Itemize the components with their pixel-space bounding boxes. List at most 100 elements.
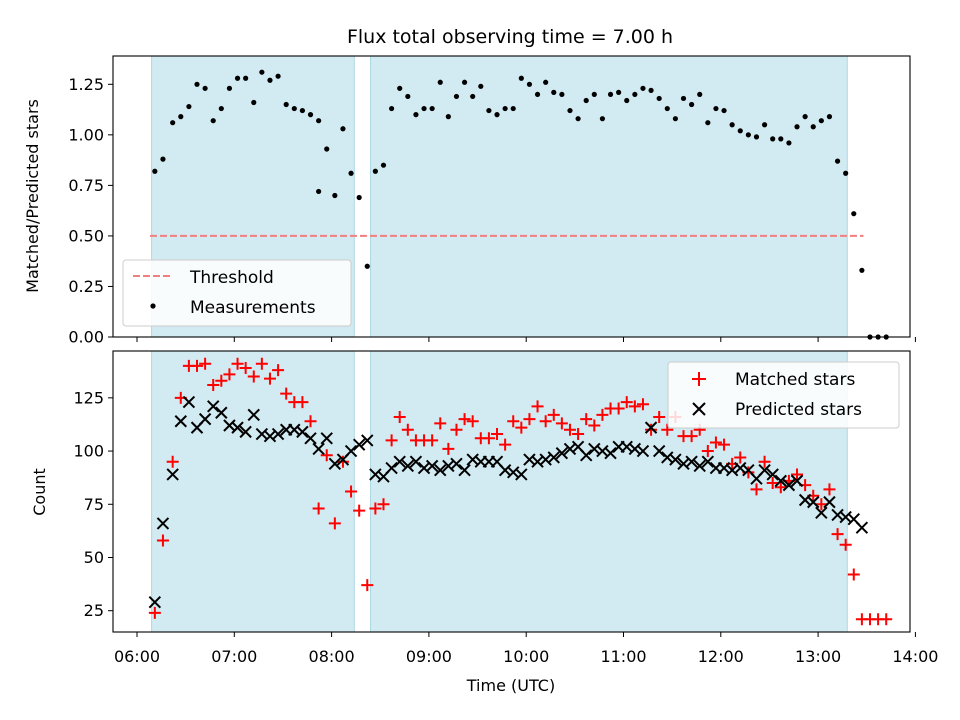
time-x-tick-label: 10:00 — [503, 647, 549, 666]
matched-star-point — [612, 402, 625, 415]
measurement-point — [152, 168, 158, 174]
measurement-point — [664, 105, 670, 112]
matched-star-point — [442, 442, 455, 455]
measurement-point — [461, 79, 468, 85]
matched-star-point — [255, 357, 268, 370]
matched-star-point — [385, 434, 398, 447]
matched-star-point — [263, 372, 276, 385]
measurement-point — [348, 170, 354, 176]
predicted-star-point — [401, 459, 415, 473]
predicted-star-point — [807, 495, 820, 509]
matched-star-point — [531, 400, 544, 413]
matched-star-point — [839, 538, 852, 551]
predicted-star-point — [174, 415, 187, 428]
time-x-tick-label: 09:00 — [406, 647, 452, 666]
time-x-tick-label: 13:00 — [795, 647, 841, 666]
matched-star-point — [231, 357, 244, 370]
measurement-point — [421, 105, 427, 112]
ratio-x-ticks — [136, 337, 916, 342]
measurement-point — [397, 85, 403, 91]
observing-windows-top — [151, 55, 848, 338]
predicted-star-point — [425, 459, 439, 473]
measurement-point — [575, 116, 581, 122]
matched-star-point — [336, 455, 349, 468]
measurement-point — [697, 91, 703, 98]
matched-star-point — [223, 368, 236, 381]
matched-star-point — [393, 410, 406, 423]
measurement-point — [713, 105, 719, 112]
measurement-point — [680, 95, 687, 102]
measurement-point — [218, 105, 224, 112]
matched-star-point — [280, 387, 293, 400]
measurement-point — [616, 89, 622, 95]
ratio-legend-box — [122, 259, 352, 327]
predicted-star-point — [774, 474, 788, 488]
measurement-points — [152, 69, 889, 340]
matched-star-point — [685, 430, 698, 443]
time-x-tick-label: 08:00 — [309, 647, 355, 666]
matched-star-point — [734, 451, 747, 464]
count-y-tick-label: 125 — [73, 388, 104, 407]
predicted-star-point — [312, 442, 325, 456]
measurement-point — [429, 105, 435, 112]
predicted-star-point — [166, 468, 179, 481]
predicted-star-point — [385, 461, 398, 475]
measurement-point — [502, 105, 508, 112]
measurement-point — [567, 107, 573, 114]
matched-star-point — [466, 415, 479, 428]
matched-star-point — [239, 362, 252, 375]
time-x-tick-label: 07:00 — [211, 647, 257, 666]
measurement-point — [648, 87, 654, 93]
predicted-star-point — [296, 425, 309, 439]
matched-star-point — [458, 413, 471, 426]
matched-star-point — [718, 438, 731, 451]
predicted-star-point — [409, 455, 423, 468]
measurement-point — [559, 91, 565, 98]
predicted-star-point — [685, 455, 698, 468]
predicted-star-point — [758, 464, 771, 477]
legend-predicted-label: Predicted stars — [735, 400, 862, 420]
legend-measurements-swatch — [150, 303, 156, 309]
ratio-y-axis: 0.00 0.25 0.50 0.75 1.00 1.25 — [68, 75, 113, 347]
measurement-point — [243, 75, 249, 81]
time-x-axis: 06:00 07:00 08:00 09:00 10:00 11:00 12:00 13:00… — [114, 632, 938, 666]
matched-star-point — [774, 481, 787, 494]
count-panel-frame — [112, 350, 911, 633]
predicted-star-point — [652, 444, 666, 458]
measurement-point — [380, 162, 387, 168]
matched-star-point — [547, 408, 560, 421]
measurement-point — [494, 112, 500, 118]
measurement-point — [202, 85, 208, 91]
predicted-star-point — [156, 517, 170, 530]
matched-star-point — [345, 485, 358, 498]
predicted-stars-points — [148, 395, 869, 609]
measurement-point — [226, 85, 233, 91]
count-legend: Matched stars Predicted stars — [667, 361, 900, 429]
predicted-star-point — [304, 432, 317, 445]
matched-star-point — [701, 445, 714, 458]
measurement-point — [389, 105, 395, 112]
matched-star-point — [823, 483, 836, 496]
measurement-point — [332, 192, 338, 199]
matched-star-point — [247, 370, 260, 383]
predicted-star-point — [766, 468, 779, 481]
measurement-point — [316, 118, 322, 124]
measurement-point — [526, 81, 533, 87]
matched-star-point — [515, 421, 528, 434]
predicted-star-point — [458, 464, 471, 477]
legend-matched-swatch — [692, 372, 706, 386]
matched-star-point — [166, 455, 179, 468]
measurement-point — [753, 134, 760, 140]
count-legend-box — [667, 361, 900, 429]
predicted-star-point — [434, 464, 447, 477]
matched-star-point — [572, 428, 585, 441]
predicted-star-point — [555, 446, 569, 460]
matched-star-point — [709, 436, 722, 449]
matched-star-point — [880, 613, 893, 626]
measurement-point — [194, 81, 200, 87]
measurement-point — [786, 140, 792, 146]
ratio-panel-frame — [112, 55, 911, 338]
legend-measurements-label: Measurements — [190, 298, 316, 318]
matched-star-point — [328, 517, 341, 530]
matched-star-point — [791, 468, 804, 481]
